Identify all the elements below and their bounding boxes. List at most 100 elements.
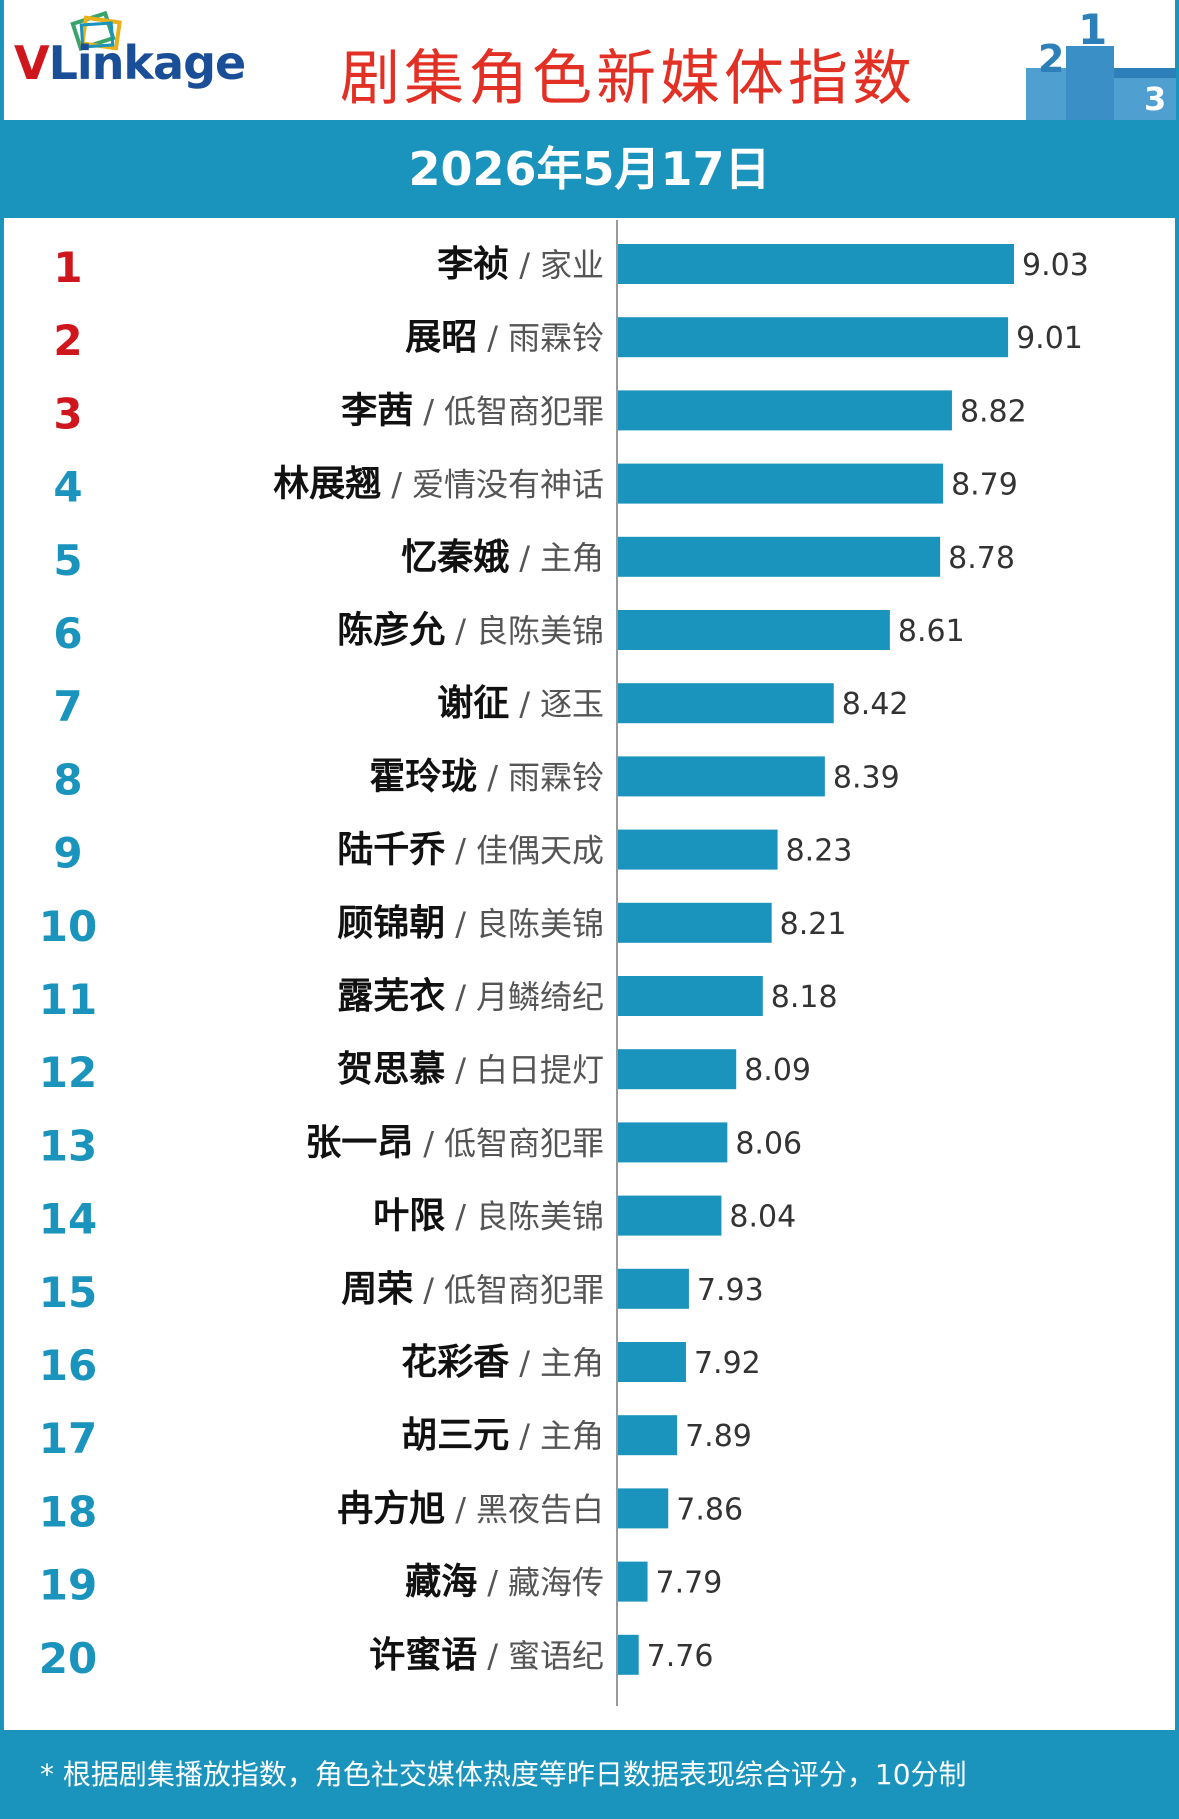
role-name: 许蜜语 [369,1635,477,1676]
category-label: 藏海 / 藏海传 [405,1562,604,1603]
value-label: 8.21 [780,907,847,942]
page-title: 剧集角色新媒体指数 [340,44,916,114]
role-name: 叶限 [373,1196,445,1237]
drama-name: 黑夜告白 [476,1490,604,1528]
bar [618,683,834,724]
drama-name: 藏海传 [508,1564,604,1602]
drama-name: 低智商犯罪 [444,1271,604,1309]
value-label: 7.86 [676,1492,743,1527]
bar [618,244,1014,284]
label-separator: / [519,685,530,723]
drama-name: 逐玉 [540,685,604,723]
rank-number: 4 [53,463,82,512]
bar [618,463,944,504]
drama-name: 良陈美锦 [476,905,604,943]
role-name: 贺思慕 [337,1049,445,1090]
category-label: 胡三元 / 主角 [401,1415,604,1456]
label-separator: / [423,392,434,430]
category-label: 展昭 / 雨霖铃 [405,317,604,358]
role-name: 顾锦朝 [337,903,445,944]
label-separator: / [487,758,498,796]
rank-number: 14 [39,1195,97,1244]
role-name: 展昭 [405,317,477,358]
rank-number: 8 [53,755,82,804]
bar [618,610,890,650]
label-separator: / [519,539,530,577]
drama-name: 低智商犯罪 [444,392,604,430]
category-label: 霍玲珑 / 雨霖铃 [369,756,604,797]
value-label: 9.01 [1016,321,1083,356]
value-label: 8.09 [744,1053,811,1088]
drama-name: 家业 [540,246,604,284]
value-label: 8.82 [960,394,1027,429]
rank-number: 10 [39,902,97,951]
role-name: 林展翘 [273,464,381,505]
category-label: 李茜 / 低智商犯罪 [341,390,604,431]
category-label: 张一昂 / 低智商犯罪 [305,1122,604,1163]
bar [618,1561,648,1602]
drama-name: 主角 [540,1417,604,1455]
category-label: 周荣 / 低智商犯罪 [341,1269,604,1310]
label-separator: / [423,1271,434,1309]
logo-v: V [14,36,50,90]
role-name: 张一昂 [305,1122,413,1163]
bar [618,536,941,577]
value-label: 8.18 [771,980,838,1015]
label-separator: / [455,612,466,650]
role-name: 花彩香 [401,1342,509,1383]
rank-number: 15 [39,1268,97,1317]
header: VLinkage 剧集角色新媒体指数 2 1 3 [0,0,1179,120]
label-separator: / [519,1417,530,1455]
bar [618,1122,728,1163]
label-separator: / [455,905,466,943]
drama-name: 白日提灯 [476,1051,604,1089]
label-separator: / [455,832,466,870]
label-separator: / [455,1490,466,1528]
category-label: 露芜衣 / 月鳞绮纪 [337,976,604,1017]
role-name: 藏海 [405,1562,477,1603]
drama-name: 低智商犯罪 [444,1124,604,1162]
category-label: 叶限 / 良陈美锦 [373,1196,604,1237]
category-label: 陈彦允 / 良陈美锦 [337,610,604,651]
category-label: 谢征 / 逐玉 [437,683,604,724]
value-label: 9.03 [1022,248,1089,283]
label-separator: / [391,466,402,504]
vlinkage-logo: VLinkage [14,36,247,90]
podium-1: 1 [1078,6,1107,54]
label-separator: / [519,1344,530,1382]
bar [618,1195,722,1236]
drama-name: 主角 [540,539,604,577]
value-label: 8.06 [735,1126,802,1161]
drama-name: 佳偶天成 [476,832,604,870]
rank-number: 16 [39,1341,97,1390]
rank-number: 3 [53,389,82,438]
rank-number: 19 [39,1561,97,1610]
category-label: 忆秦娥 / 主角 [401,537,604,578]
role-name: 陈彦允 [337,610,445,651]
logo-rest: Linkage [48,36,247,90]
bar [618,317,1009,358]
value-label: 8.39 [833,760,900,795]
podium-2: 2 [1038,37,1064,81]
drama-name: 月鳞绮纪 [476,978,604,1016]
drama-name: 主角 [540,1344,604,1382]
podium-3: 3 [1144,80,1166,118]
drama-name: 良陈美锦 [476,612,604,650]
bar [618,756,825,797]
category-label: 许蜜语 / 蜜语纪 [369,1635,604,1676]
label-separator: / [455,1198,466,1236]
bar [618,1342,686,1382]
rank-number: 6 [53,609,82,658]
bar [618,1415,678,1456]
role-name: 李祯 [437,244,509,285]
role-name: 霍玲珑 [369,756,477,797]
rank-number: 9 [53,829,82,878]
rank-number: 17 [39,1414,97,1463]
category-label: 贺思慕 / 白日提灯 [337,1049,604,1090]
role-name: 陆千乔 [337,830,445,871]
rank-number: 2 [53,316,82,365]
bar [618,829,778,870]
rank-number: 5 [53,536,82,585]
rank-number: 13 [39,1121,97,1170]
drama-name: 爱情没有神话 [412,466,604,504]
